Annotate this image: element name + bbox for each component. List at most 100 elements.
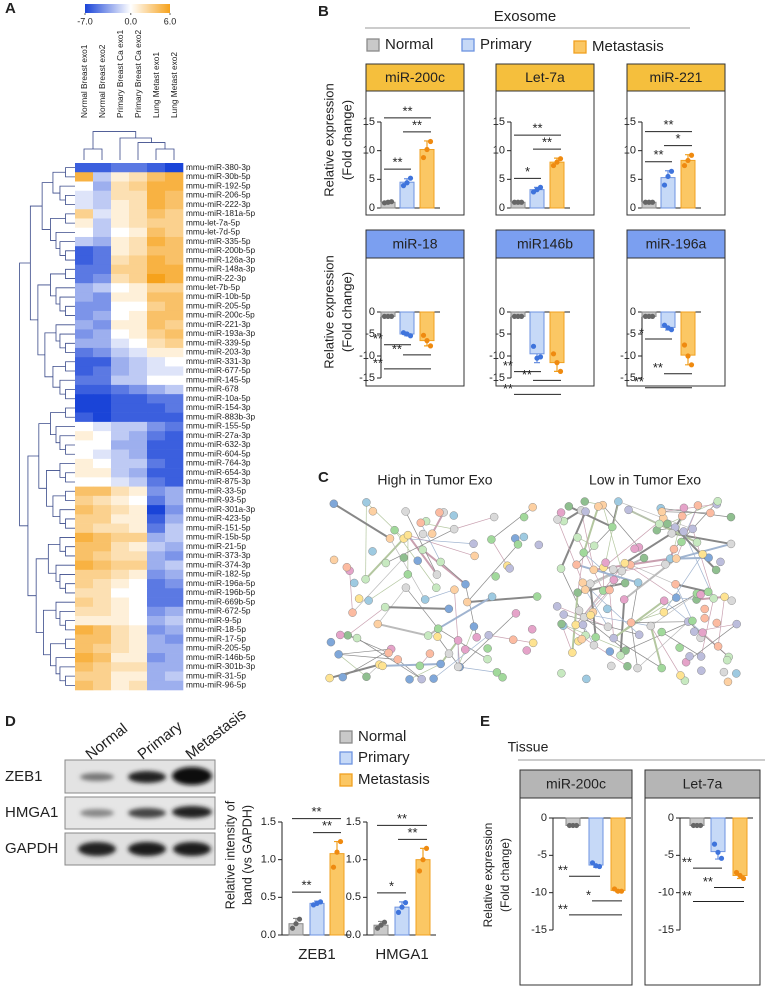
dendrogram <box>65 638 75 649</box>
network-node <box>420 595 430 604</box>
dendrogram <box>65 518 75 529</box>
heatmap-cell <box>93 505 112 515</box>
network-node <box>672 593 681 602</box>
heatmap-cell <box>111 551 130 561</box>
heatmap-cell <box>147 301 166 312</box>
network-node <box>605 585 614 595</box>
dendrogram <box>65 389 75 400</box>
heatmap-cell <box>147 421 166 432</box>
network-node <box>723 677 733 687</box>
heatmap-cell <box>147 579 166 589</box>
network-node <box>364 596 373 605</box>
network-node <box>623 662 632 671</box>
row-label: mmu-miR-331-3p <box>186 356 251 366</box>
y-tick-label: -5 <box>495 328 505 340</box>
chart-title: miR-200c <box>546 776 606 792</box>
heatmap-cell <box>111 375 130 386</box>
y-tick-label: -15 <box>658 924 674 936</box>
heatmap-cell <box>93 347 112 358</box>
heatmap-cell <box>93 218 112 229</box>
network-edge <box>700 598 714 657</box>
heatmap-cell <box>75 209 94 219</box>
heatmap-cell <box>147 329 166 339</box>
heatmap-cell <box>93 551 112 561</box>
heatmap-cell <box>93 616 112 626</box>
heatmap-cell <box>147 357 166 367</box>
heatmap-cell <box>75 625 94 635</box>
heatmap-cell <box>111 283 130 293</box>
heatmap-cell <box>147 449 166 460</box>
dendrogram <box>27 455 39 597</box>
heatmap-cell <box>93 255 112 266</box>
panel-label: A <box>5 0 16 17</box>
heatmap-cell <box>75 606 94 617</box>
network-node <box>449 511 458 520</box>
heatmap-cell <box>93 653 112 663</box>
heatmap-cell <box>147 597 166 608</box>
chart-title: Let-7a <box>683 776 723 792</box>
heatmap-cell <box>75 551 94 561</box>
heatmap-cell <box>111 653 130 663</box>
data-point <box>293 921 299 927</box>
heatmap-cell <box>129 172 148 182</box>
heatmap-cell <box>93 338 112 349</box>
network-node <box>732 619 741 629</box>
heatmap-cell <box>129 273 148 284</box>
y-tick-label: -15 <box>489 372 505 384</box>
heatmap-cell <box>111 310 130 321</box>
network-node <box>655 519 664 529</box>
heatmap-cell <box>75 477 94 487</box>
network-node <box>572 560 581 569</box>
network-node <box>620 558 629 568</box>
dendrogram <box>65 620 75 631</box>
data-point <box>537 184 544 190</box>
dendrogram <box>59 509 75 524</box>
network <box>552 497 741 687</box>
heatmap-cell <box>147 172 166 182</box>
network-node <box>491 572 500 581</box>
heatmap-cell <box>75 310 94 321</box>
network-node <box>620 578 630 588</box>
heatmap-cell <box>165 394 184 404</box>
row-label: mmu-miR-374-3p <box>186 559 251 569</box>
network-node <box>432 583 441 592</box>
row-label: mmu-miR-672-5p <box>186 606 251 616</box>
network-node <box>573 533 582 542</box>
heatmap-cell <box>111 477 130 487</box>
network-node <box>380 602 390 612</box>
column-label: Lung Metast exo2 <box>169 52 179 118</box>
heatmap-cell <box>165 569 184 580</box>
heatmap-cell <box>75 671 94 682</box>
heatmap-cell <box>147 477 166 487</box>
heatmap-cell <box>147 283 166 293</box>
heatmap-cell <box>75 643 94 654</box>
row-label: mmu-miR-875-3p <box>186 476 251 486</box>
data-point <box>697 822 704 829</box>
dendrogram <box>50 273 66 297</box>
data-point <box>420 332 427 338</box>
significance-label: ** <box>407 825 417 840</box>
data-point <box>688 362 695 368</box>
chart-header <box>365 229 465 259</box>
heatmap-cell <box>165 366 184 376</box>
dendrogram <box>55 231 75 249</box>
chart-header <box>365 63 465 92</box>
network-node <box>581 585 590 594</box>
network-node <box>528 638 538 648</box>
network <box>325 498 544 684</box>
heatmap-cell <box>93 163 112 173</box>
column-label: Normal Breast exo2 <box>97 44 107 118</box>
dendrogram <box>59 435 75 451</box>
heatmap-cell <box>147 273 166 284</box>
heatmap-cell <box>129 468 148 478</box>
heatmap-cell <box>93 227 112 238</box>
heatmap-cell <box>75 320 94 330</box>
heatmap-cell <box>75 375 94 386</box>
data-point <box>618 888 625 894</box>
heatmap-cell <box>147 163 166 173</box>
network-node <box>511 609 521 618</box>
heatmap-cell <box>129 569 148 580</box>
network-node <box>472 633 481 642</box>
heatmap-cell <box>111 505 130 515</box>
significance-label: ** <box>322 818 332 833</box>
